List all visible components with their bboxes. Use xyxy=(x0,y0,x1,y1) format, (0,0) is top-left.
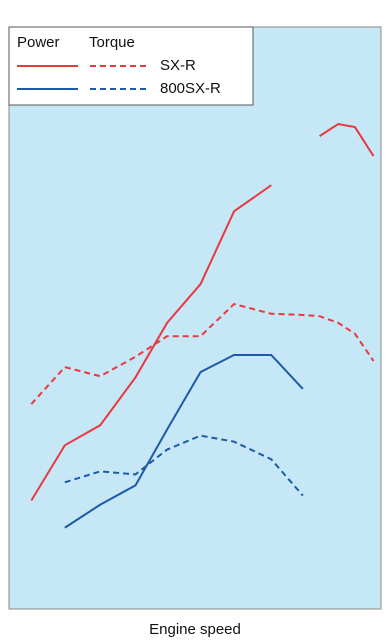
x-axis-label: Engine speed xyxy=(149,621,241,638)
legend-header: Torque xyxy=(89,34,135,51)
torque-line xyxy=(30,302,375,405)
power-line xyxy=(319,122,375,157)
legend-header: Power xyxy=(17,34,60,51)
power-line xyxy=(30,184,272,502)
torque-line xyxy=(64,434,304,497)
power-line xyxy=(64,353,304,529)
plot-area xyxy=(8,26,382,610)
legend-label: 800SX-R xyxy=(160,80,221,97)
legend-label: SX-R xyxy=(160,57,196,74)
